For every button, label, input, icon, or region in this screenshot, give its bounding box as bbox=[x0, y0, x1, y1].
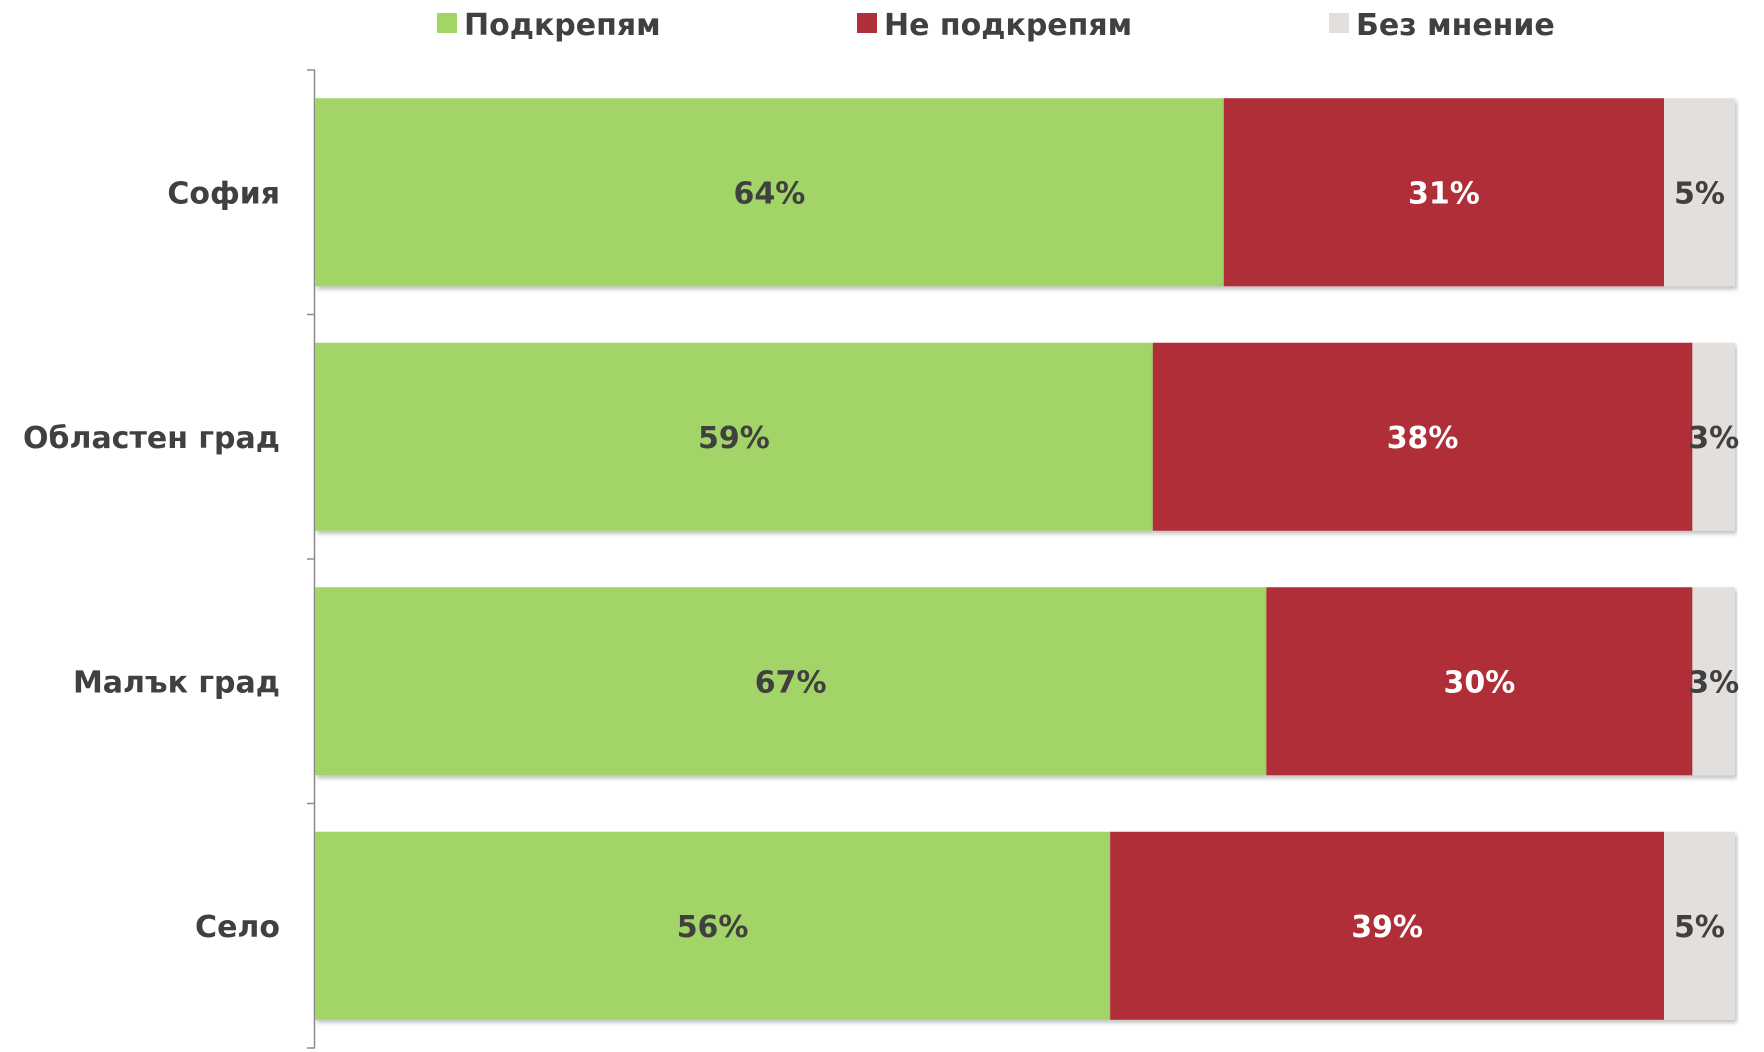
category-label-1: София bbox=[167, 176, 280, 211]
data-label-3-series-2: 30% bbox=[1443, 665, 1515, 700]
bar-2-series-3 bbox=[1692, 342, 1735, 531]
bar-4-series-2 bbox=[1110, 831, 1664, 1020]
data-label-2-series-3: 3% bbox=[1688, 421, 1739, 456]
data-label-2-series-2: 38% bbox=[1387, 421, 1459, 456]
bar-3-series-2 bbox=[1266, 587, 1693, 776]
data-label-1-series-1: 64% bbox=[733, 176, 805, 211]
bars: 64% 31% 5% 59% 38% 3% 67% 30% 3% 56% 39% 5% bbox=[315, 98, 1739, 1020]
data-label-4-series-3: 5% bbox=[1674, 910, 1725, 945]
data-label-4-series-2: 39% bbox=[1351, 910, 1423, 945]
bar-1-series-3 bbox=[1664, 98, 1735, 287]
data-label-1-series-3: 5% bbox=[1674, 176, 1725, 211]
data-label-1-series-2: 31% bbox=[1408, 176, 1480, 211]
category-axis bbox=[307, 69, 316, 1049]
bar-4-series-3 bbox=[1664, 831, 1735, 1020]
legend: Подкрепям Не подкрепям Без мнение bbox=[437, 8, 1555, 43]
data-label-3-series-1: 67% bbox=[755, 665, 827, 700]
category-labels: София Областен град Малък град Село bbox=[23, 176, 280, 945]
bar-1-series-2 bbox=[1223, 98, 1664, 287]
legend-swatch-1 bbox=[437, 13, 457, 33]
bar-3-series-1 bbox=[315, 587, 1267, 776]
legend-label-2: Не подкрепям bbox=[884, 8, 1132, 43]
legend-label-1: Подкрепям bbox=[464, 8, 661, 43]
bar-2-series-2 bbox=[1152, 342, 1693, 531]
bar-4-series-1 bbox=[315, 831, 1111, 1020]
legend-swatch-2 bbox=[857, 13, 877, 33]
bar-3-series-3 bbox=[1692, 587, 1735, 776]
data-label-3-series-3: 3% bbox=[1688, 665, 1739, 700]
bar-1-series-1 bbox=[315, 98, 1224, 287]
legend-label-3: Без мнение bbox=[1356, 8, 1555, 43]
data-label-2-series-1: 59% bbox=[698, 421, 770, 456]
category-label-2: Областен град bbox=[23, 421, 280, 456]
category-label-4: Село bbox=[195, 910, 280, 945]
data-label-4-series-1: 56% bbox=[677, 910, 749, 945]
bar-2-series-1 bbox=[315, 342, 1153, 531]
category-label-3: Малък град bbox=[73, 665, 280, 700]
legend-swatch-3 bbox=[1329, 13, 1349, 33]
